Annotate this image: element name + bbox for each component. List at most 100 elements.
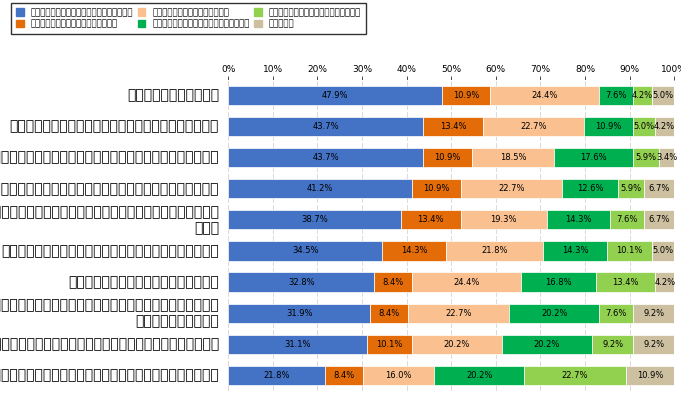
Text: 8.4%: 8.4% — [379, 309, 400, 318]
Bar — [607, 241, 652, 261]
Text: 3.4%: 3.4% — [656, 153, 677, 162]
Bar — [509, 304, 599, 323]
Bar — [363, 366, 434, 385]
Bar — [554, 148, 633, 167]
Bar — [228, 366, 326, 385]
Bar — [472, 148, 554, 167]
Text: 9.2%: 9.2% — [643, 309, 664, 318]
Text: 32.8%: 32.8% — [288, 278, 315, 286]
Text: 31.1%: 31.1% — [284, 340, 311, 349]
Text: 22.7%: 22.7% — [562, 371, 588, 380]
Text: 20.2%: 20.2% — [541, 309, 567, 318]
Bar — [543, 241, 607, 261]
Bar — [367, 335, 412, 354]
Bar — [633, 148, 659, 167]
Text: 8.4%: 8.4% — [334, 371, 355, 380]
Text: 16.8%: 16.8% — [545, 278, 571, 286]
Bar — [524, 366, 626, 385]
Text: 20.2%: 20.2% — [466, 371, 492, 380]
Text: 47.9%: 47.9% — [321, 91, 348, 100]
Bar — [228, 335, 367, 354]
Text: 4.2%: 4.2% — [654, 122, 675, 131]
Text: 38.7%: 38.7% — [301, 215, 328, 224]
Bar — [655, 273, 674, 292]
Bar — [434, 366, 524, 385]
Bar — [490, 86, 599, 105]
Text: 24.4%: 24.4% — [532, 91, 558, 100]
Text: 22.7%: 22.7% — [445, 309, 472, 318]
Text: 8.4%: 8.4% — [383, 278, 404, 286]
Text: 14.3%: 14.3% — [565, 215, 592, 224]
Text: 5.9%: 5.9% — [635, 153, 656, 162]
Text: 43.7%: 43.7% — [313, 153, 339, 162]
Bar — [228, 179, 412, 198]
Text: 22.7%: 22.7% — [498, 184, 524, 193]
Bar — [228, 241, 382, 261]
Bar — [228, 86, 442, 105]
Bar — [547, 210, 610, 229]
Bar — [655, 117, 674, 136]
Bar — [652, 86, 674, 105]
Text: 7.6%: 7.6% — [617, 215, 638, 224]
Text: 19.3%: 19.3% — [490, 215, 517, 224]
Text: 24.4%: 24.4% — [453, 278, 479, 286]
Text: 16.0%: 16.0% — [385, 371, 412, 380]
Bar — [521, 273, 596, 292]
Bar — [633, 117, 655, 136]
Bar — [423, 148, 472, 167]
Text: 9.2%: 9.2% — [602, 340, 623, 349]
Text: 14.3%: 14.3% — [400, 247, 427, 255]
Bar — [228, 304, 370, 323]
Text: 10.1%: 10.1% — [616, 247, 643, 255]
Text: 5.0%: 5.0% — [652, 91, 674, 100]
Bar — [375, 273, 412, 292]
Bar — [412, 273, 521, 292]
Bar — [584, 117, 633, 136]
Text: 10.9%: 10.9% — [453, 91, 479, 100]
Bar — [423, 117, 483, 136]
Text: 21.8%: 21.8% — [264, 371, 290, 380]
Text: 7.6%: 7.6% — [605, 309, 627, 318]
Bar — [633, 304, 674, 323]
Text: 4.2%: 4.2% — [654, 278, 676, 286]
Bar — [228, 117, 423, 136]
Bar — [633, 335, 674, 354]
Text: 13.4%: 13.4% — [417, 215, 444, 224]
Text: 10.9%: 10.9% — [423, 184, 449, 193]
Text: 5.0%: 5.0% — [633, 122, 654, 131]
Text: 4.2%: 4.2% — [632, 91, 653, 100]
Bar — [228, 148, 423, 167]
Text: 5.0%: 5.0% — [652, 247, 674, 255]
Bar — [228, 273, 375, 292]
Text: 7.6%: 7.6% — [605, 91, 627, 100]
Bar — [599, 86, 633, 105]
Bar — [412, 179, 460, 198]
Bar — [633, 86, 652, 105]
Bar — [659, 148, 674, 167]
Bar — [483, 117, 584, 136]
Text: 9.2%: 9.2% — [643, 340, 664, 349]
Bar — [412, 335, 502, 354]
Text: 6.7%: 6.7% — [648, 215, 670, 224]
Bar — [382, 241, 446, 261]
Text: 31.9%: 31.9% — [286, 309, 313, 318]
Text: 18.5%: 18.5% — [500, 153, 526, 162]
Text: 13.4%: 13.4% — [440, 122, 466, 131]
Bar — [610, 210, 644, 229]
Text: 10.9%: 10.9% — [434, 153, 460, 162]
Text: 43.7%: 43.7% — [313, 122, 339, 131]
Text: 41.2%: 41.2% — [307, 184, 333, 193]
Bar — [460, 210, 547, 229]
Bar — [460, 179, 562, 198]
Text: 10.9%: 10.9% — [595, 122, 622, 131]
Bar — [502, 335, 592, 354]
Bar — [596, 273, 655, 292]
Bar — [644, 179, 674, 198]
Bar — [446, 241, 543, 261]
Bar — [592, 335, 633, 354]
Bar — [644, 210, 674, 229]
Bar — [228, 210, 400, 229]
Bar — [626, 366, 674, 385]
Legend: 現在取り組んでおり、継続して行ってほしい, 現在取り組んでおり、中止してほしい, 制度等はあるが、形骸化している, 制度等がないので、取り組んでもらいたい, 制: 現在取り組んでおり、継続して行ってほしい, 現在取り組んでおり、中止してほしい,… — [11, 3, 366, 34]
Text: 20.2%: 20.2% — [444, 340, 470, 349]
